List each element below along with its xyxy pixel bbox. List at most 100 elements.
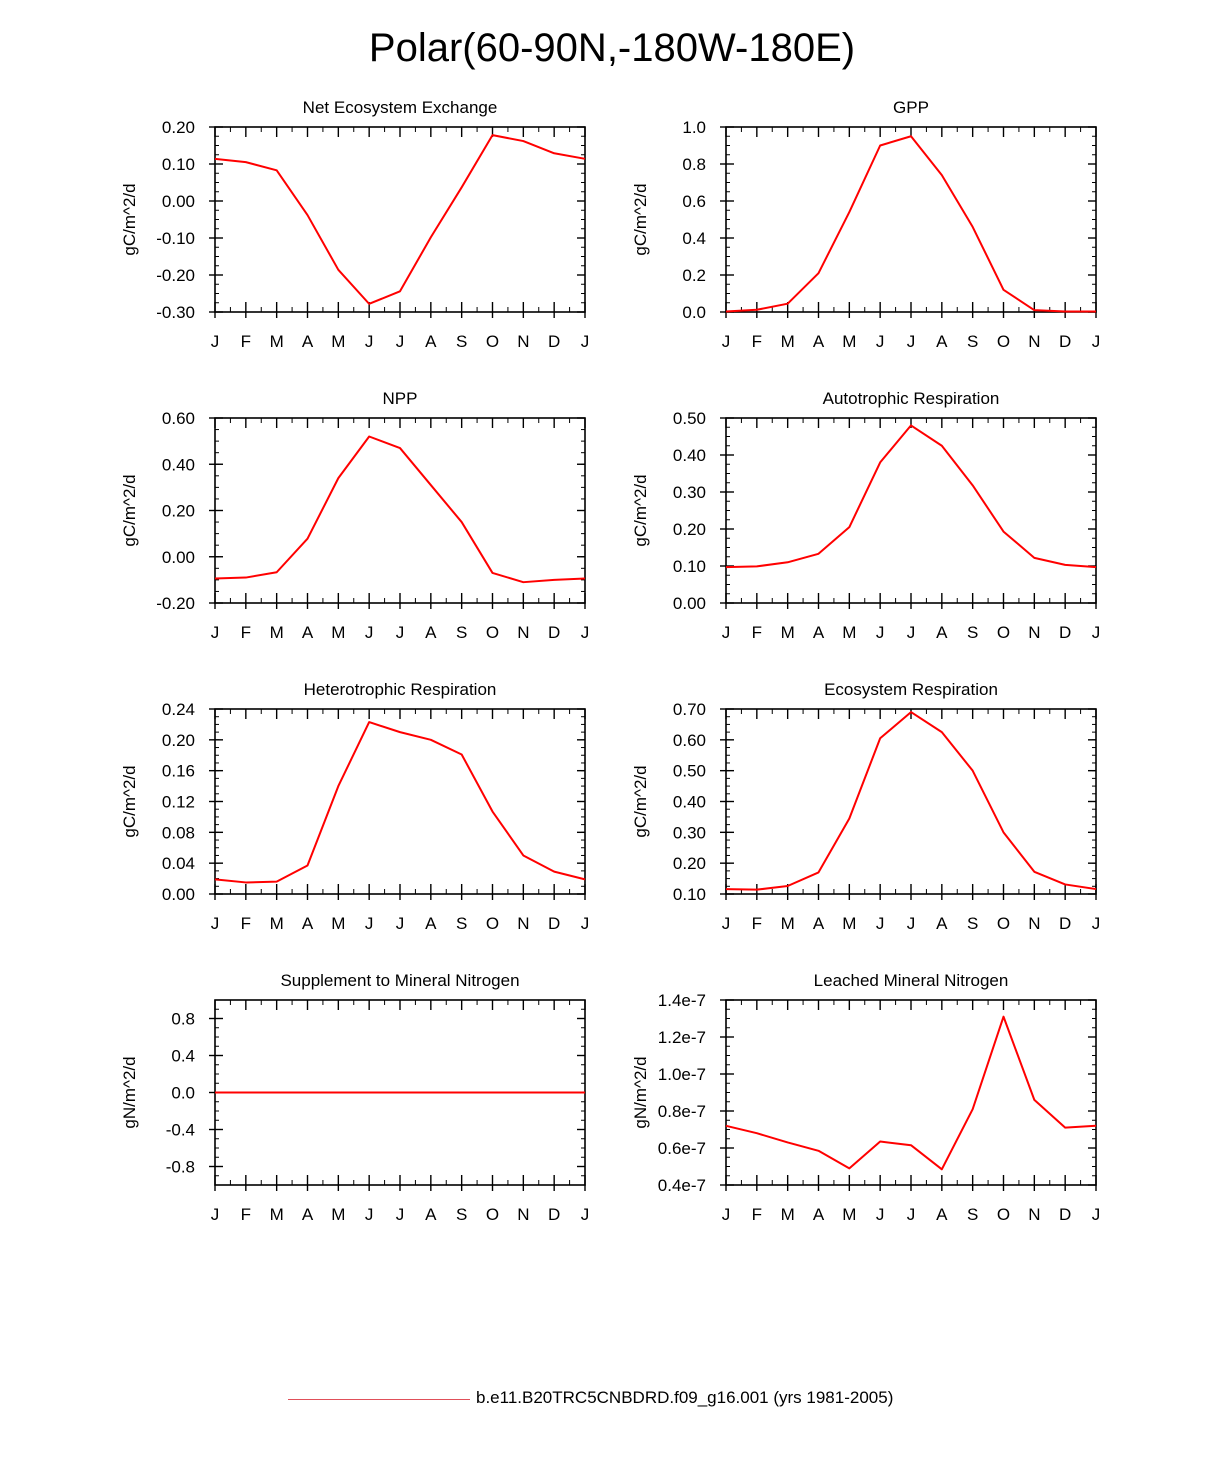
y-tick-label: 0.0 <box>171 1084 195 1103</box>
chart-title: Net Ecosystem Exchange <box>303 98 498 117</box>
x-tick-label: J <box>211 332 220 351</box>
y-tick-label: 0.0 <box>682 303 706 322</box>
x-tick-label: M <box>842 332 856 351</box>
plot-frame <box>725 999 1097 1186</box>
data-point <box>245 577 247 579</box>
figure-title: Polar(60-90N,-180W-180E) <box>368 26 856 70</box>
data-point <box>307 214 309 216</box>
y-tick-label: 0.20 <box>673 520 706 539</box>
data-point <box>1003 831 1005 833</box>
x-tick-label: S <box>456 332 467 351</box>
y-tick-label: 0.10 <box>162 155 195 174</box>
data-point <box>399 731 401 733</box>
data-point <box>848 1167 850 1169</box>
y-axis-label: gN/m^2/d <box>120 1056 139 1128</box>
x-tick-label: J <box>907 1205 916 1224</box>
chart-title: Supplement to Mineral Nitrogen <box>280 971 519 990</box>
data-point <box>941 174 943 176</box>
y-axis-label: gC/m^2/d <box>631 474 650 546</box>
data-point <box>214 158 216 160</box>
chart-title: NPP <box>383 389 418 408</box>
x-tick-label: M <box>842 623 856 642</box>
data-point <box>1033 309 1035 311</box>
x-tick-label: M <box>270 332 284 351</box>
x-tick-label: J <box>1092 623 1101 642</box>
x-tick-label: J <box>722 914 731 933</box>
data-point <box>818 272 820 274</box>
y-tick-label: 0.10 <box>673 885 706 904</box>
data-point <box>1033 1099 1035 1101</box>
x-tick-label: M <box>331 1205 345 1224</box>
y-tick-label: 0.08 <box>162 823 195 842</box>
data-point <box>1064 310 1066 312</box>
data-point <box>910 424 912 426</box>
y-tick-label: 0.70 <box>673 700 706 719</box>
x-tick-label: J <box>1092 332 1101 351</box>
x-tick-label: J <box>211 1205 220 1224</box>
x-tick-label: F <box>241 332 251 351</box>
data-point <box>818 1150 820 1152</box>
x-tick-label: N <box>1028 332 1040 351</box>
data-point <box>214 577 216 579</box>
x-tick-label: S <box>456 623 467 642</box>
y-tick-label: 0.04 <box>162 854 195 873</box>
data-point <box>725 888 727 890</box>
data-point <box>492 572 494 574</box>
data-point <box>337 1092 339 1094</box>
x-tick-label: J <box>581 623 590 642</box>
y-tick-label: 0.50 <box>673 409 706 428</box>
x-tick-label: J <box>876 332 885 351</box>
data-point <box>1095 888 1097 890</box>
data-point <box>399 447 401 449</box>
x-tick-label: A <box>425 1205 437 1224</box>
y-tick-label: 0.60 <box>162 409 195 428</box>
plot-frame <box>725 417 1097 604</box>
plot-frame <box>725 126 1097 313</box>
data-point <box>879 461 881 463</box>
data-point <box>725 1125 727 1127</box>
x-tick-label: J <box>1092 1205 1101 1224</box>
data-point <box>430 484 432 486</box>
x-tick-label: J <box>907 332 916 351</box>
data-point <box>972 770 974 772</box>
y-tick-label: 1.0 <box>682 118 706 137</box>
data-point <box>584 577 586 579</box>
x-tick-label: M <box>842 914 856 933</box>
y-tick-label: 0.24 <box>162 700 195 719</box>
data-point <box>307 1092 309 1094</box>
y-tick-label: 0.00 <box>162 548 195 567</box>
x-tick-label: J <box>211 623 220 642</box>
data-point <box>368 721 370 723</box>
data-point <box>1003 289 1005 291</box>
y-tick-label: 0.8 <box>682 155 706 174</box>
x-tick-label: A <box>936 1205 948 1224</box>
y-tick-label: 0.8 <box>171 1010 195 1029</box>
x-tick-label: A <box>813 914 825 933</box>
y-tick-label: 0.20 <box>162 502 195 521</box>
x-tick-label: M <box>781 623 795 642</box>
x-tick-label: A <box>302 332 314 351</box>
y-axis-label: gC/m^2/d <box>120 183 139 255</box>
x-tick-label: M <box>331 332 345 351</box>
x-tick-label: D <box>548 623 560 642</box>
y-tick-label: 0.00 <box>673 594 706 613</box>
y-tick-label: 0.16 <box>162 762 195 781</box>
data-point <box>461 186 463 188</box>
y-tick-label: 0.40 <box>673 446 706 465</box>
x-tick-label: M <box>270 914 284 933</box>
x-tick-label: M <box>331 623 345 642</box>
x-tick-label: J <box>907 914 916 933</box>
data-point <box>245 1092 247 1094</box>
x-tick-label: A <box>302 1205 314 1224</box>
data-point <box>787 561 789 563</box>
x-tick-label: F <box>752 914 762 933</box>
data-point <box>522 581 524 583</box>
data-point <box>276 571 278 573</box>
data-point <box>848 817 850 819</box>
x-tick-label: J <box>365 623 374 642</box>
